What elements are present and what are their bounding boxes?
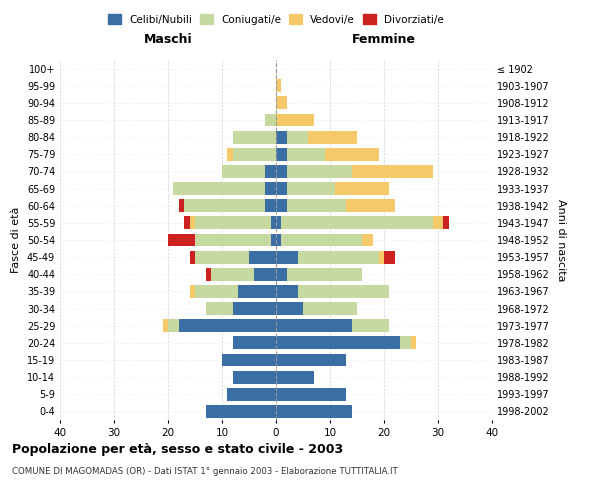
Bar <box>276 388 346 400</box>
Bar <box>233 370 276 384</box>
Bar <box>233 302 276 315</box>
Bar <box>276 250 298 264</box>
Bar <box>379 250 384 264</box>
Bar <box>184 200 265 212</box>
Bar <box>362 234 373 246</box>
Bar <box>179 200 184 212</box>
Bar <box>352 320 389 332</box>
Bar <box>281 234 362 246</box>
Bar <box>276 405 352 418</box>
Text: COMUNE DI MAGOMADAS (OR) - Dati ISTAT 1° gennaio 2003 - Elaborazione TUTTITALIA.: COMUNE DI MAGOMADAS (OR) - Dati ISTAT 1°… <box>12 468 398 476</box>
Bar <box>238 285 276 298</box>
Bar <box>276 182 287 195</box>
Bar <box>195 250 249 264</box>
Bar <box>168 320 179 332</box>
Bar <box>173 182 265 195</box>
Bar <box>179 320 276 332</box>
Y-axis label: Fasce di età: Fasce di età <box>11 207 21 273</box>
Bar <box>433 216 443 230</box>
Bar <box>271 216 276 230</box>
Bar <box>276 165 287 178</box>
Bar <box>276 320 352 332</box>
Bar <box>168 234 195 246</box>
Bar <box>443 216 449 230</box>
Bar <box>287 268 362 280</box>
Bar <box>276 234 281 246</box>
Bar <box>222 165 265 178</box>
Bar <box>384 250 395 264</box>
Bar <box>276 370 314 384</box>
Bar <box>276 96 287 110</box>
Bar <box>233 148 276 160</box>
Bar <box>276 130 287 143</box>
Bar <box>276 285 298 298</box>
Bar <box>308 130 357 143</box>
Bar <box>195 234 271 246</box>
Bar <box>227 388 276 400</box>
Text: Popolazione per età, sesso e stato civile - 2003: Popolazione per età, sesso e stato civil… <box>12 442 343 456</box>
Bar <box>271 234 276 246</box>
Text: Femmine: Femmine <box>352 34 416 46</box>
Bar <box>233 130 276 143</box>
Bar <box>206 405 276 418</box>
Bar <box>184 216 190 230</box>
Bar <box>276 216 281 230</box>
Bar <box>249 250 276 264</box>
Bar <box>195 285 238 298</box>
Bar <box>190 285 195 298</box>
Bar <box>227 148 233 160</box>
Bar <box>254 268 276 280</box>
Bar <box>265 182 276 195</box>
Bar <box>298 250 379 264</box>
Bar <box>298 285 389 298</box>
Bar <box>222 354 276 366</box>
Bar <box>303 302 357 315</box>
Bar <box>276 80 281 92</box>
Bar <box>276 148 287 160</box>
Bar <box>281 216 433 230</box>
Bar <box>411 336 416 349</box>
Bar <box>265 165 276 178</box>
Bar <box>276 354 346 366</box>
Text: Maschi: Maschi <box>143 34 193 46</box>
Bar <box>206 268 211 280</box>
Bar <box>346 200 395 212</box>
Bar <box>276 336 400 349</box>
Bar <box>287 182 335 195</box>
Bar <box>287 200 346 212</box>
Y-axis label: Anni di nascita: Anni di nascita <box>556 198 566 281</box>
Bar <box>211 268 254 280</box>
Bar <box>276 200 287 212</box>
Bar <box>352 165 433 178</box>
Bar <box>265 114 276 126</box>
Bar <box>276 302 303 315</box>
Bar <box>190 216 195 230</box>
Bar <box>325 148 379 160</box>
Bar <box>163 320 168 332</box>
Legend: Celibi/Nubili, Coniugati/e, Vedovi/e, Divorziati/e: Celibi/Nubili, Coniugati/e, Vedovi/e, Di… <box>104 10 448 29</box>
Bar <box>233 336 276 349</box>
Bar <box>190 250 195 264</box>
Bar <box>276 114 314 126</box>
Bar <box>287 130 308 143</box>
Bar <box>400 336 411 349</box>
Bar <box>265 200 276 212</box>
Bar <box>195 216 271 230</box>
Bar <box>287 148 325 160</box>
Bar <box>206 302 233 315</box>
Bar <box>276 268 287 280</box>
Bar <box>287 165 352 178</box>
Bar <box>335 182 389 195</box>
